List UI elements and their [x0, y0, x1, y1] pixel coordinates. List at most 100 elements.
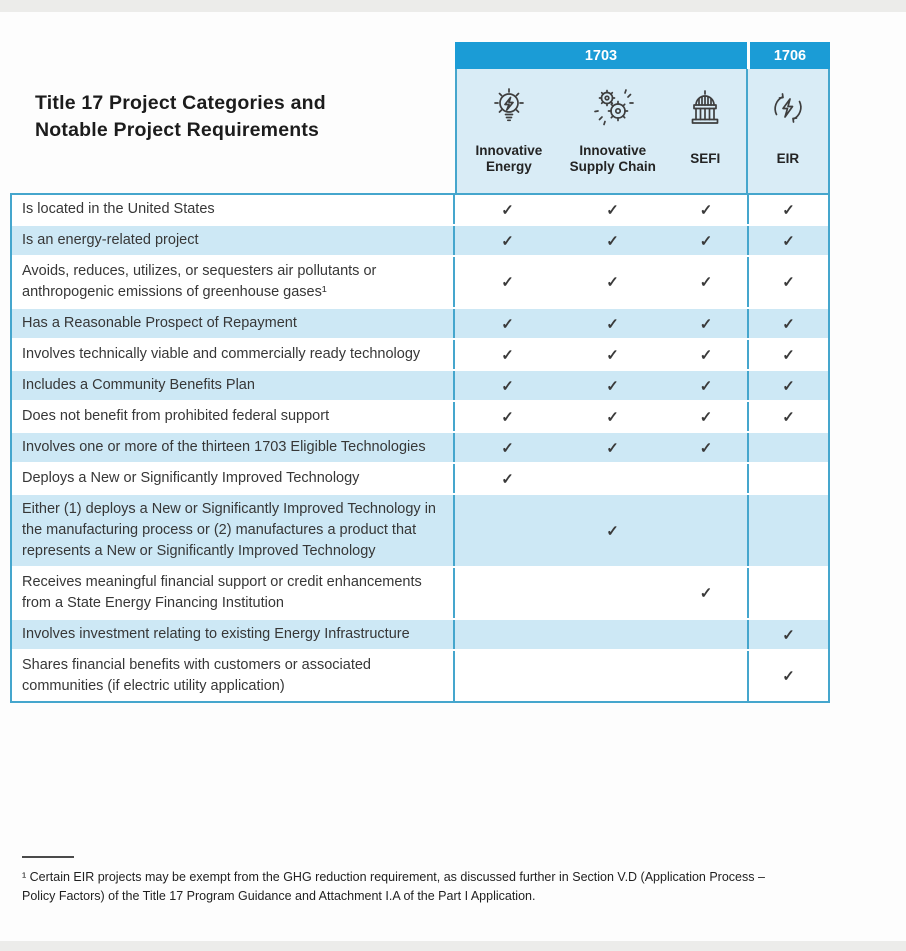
gears-icon [589, 79, 637, 137]
empty-cell [560, 651, 665, 701]
group-header-1703-label: 1703 [584, 47, 618, 64]
page-title-line2: Notable Project Requirements [35, 119, 320, 141]
requirement-label: Includes a Community Benefits Plan [12, 371, 455, 400]
table-row: Has a Reasonable Prospect of Repayment ✓ ✓… [12, 309, 828, 340]
table-row: Either (1) deploys a New or Significantl… [12, 495, 828, 568]
table-row: Does not benefit from prohibited federal… [12, 402, 828, 433]
checkmark: ✓ [606, 201, 619, 219]
table-row: Includes a Community Benefits Plan ✓ ✓ ✓ ✓ [12, 371, 828, 402]
checkmark: ✓ [606, 377, 619, 395]
group-header-1706: 1706 [750, 42, 830, 69]
checkmark: ✓ [699, 274, 713, 291]
checkmark: ✓ [747, 195, 828, 224]
table-row: Involves investment relating to existing… [12, 620, 828, 651]
requirement-label: Does not benefit from prohibited federal… [12, 402, 455, 431]
requirement-label: Shares financial benefits with customers… [12, 651, 455, 701]
empty-cell [747, 433, 828, 462]
empty-cell [560, 568, 665, 618]
column-label: Innovative Supply Chain [569, 143, 656, 174]
empty-cell [455, 651, 560, 701]
page-title: Title 17 Project Categories and Notable … [35, 90, 445, 144]
column-header-sefi: SEFI [665, 69, 746, 193]
requirement-label: Receives meaningful financial support or… [12, 568, 455, 618]
empty-cell [747, 568, 828, 618]
checkmark: ✓ [501, 439, 514, 457]
empty-cell [747, 464, 828, 493]
requirement-label: Either (1) deploys a New or Significantl… [12, 495, 455, 566]
table-row: Receives meaningful financial support or… [12, 568, 828, 620]
checkmark: ✓ [747, 402, 828, 431]
checkmark: ✓ [501, 274, 514, 291]
bottom-strip [0, 941, 906, 951]
requirement-label: Involves technically viable and commerci… [12, 340, 455, 369]
checkmark: ✓ [747, 620, 828, 649]
empty-cell [747, 495, 828, 566]
top-strip [0, 0, 906, 12]
checkmark: ✓ [747, 226, 828, 255]
checkmark: ✓ [501, 470, 514, 488]
table-row: Shares financial benefits with customers… [12, 651, 828, 701]
checkmark: ✓ [606, 439, 619, 457]
requirement-label: Involves investment relating to existing… [12, 620, 455, 649]
column-header-innovative-supply-chain: Innovative Supply Chain [561, 69, 665, 193]
empty-cell [665, 620, 747, 649]
column-label: Innovative Energy [475, 143, 543, 174]
checkmark: ✓ [699, 377, 713, 395]
table-row: Is an energy-related project ✓ ✓ ✓ ✓ [12, 226, 828, 257]
column-header-innovative-energy: Innovative Energy [457, 69, 561, 193]
empty-cell [455, 620, 560, 649]
checkmark: ✓ [699, 315, 713, 333]
empty-cell [455, 568, 560, 618]
checkmark: ✓ [747, 340, 828, 369]
checkmark: ✓ [606, 408, 619, 426]
table-row: Involves technically viable and commerci… [12, 340, 828, 371]
empty-cell [560, 464, 665, 493]
checkmark: ✓ [501, 232, 514, 250]
column-label: SEFI [690, 151, 721, 166]
checkmark: ✓ [699, 439, 713, 457]
group-header-1706-label: 1706 [773, 47, 807, 64]
requirement-label: Deploys a New or Significantly Improved … [12, 464, 455, 493]
checkmark: ✓ [501, 377, 514, 395]
checkmark: ✓ [606, 315, 619, 333]
empty-cell [455, 495, 560, 566]
column-label: EIR [776, 151, 800, 166]
checkmark: ✓ [501, 408, 514, 426]
requirement-label: Is located in the United States [12, 195, 455, 224]
footnote-rule [22, 856, 74, 858]
requirement-label: Is an energy-related project [12, 226, 455, 255]
table-body: Is located in the United States ✓ ✓ ✓ ✓ Is an… [10, 193, 830, 703]
checkmark: ✓ [606, 346, 619, 364]
checkmark: ✓ [699, 346, 713, 364]
checkmark: ✓ [699, 585, 713, 602]
requirement-label: Avoids, reduces, utilizes, or sequesters… [12, 257, 455, 307]
column-header-eir: EIR [745, 69, 828, 193]
checkmark: ✓ [747, 651, 828, 701]
table-row: Involves one or more of the thirteen 170… [12, 433, 828, 464]
checkmark: ✓ [606, 232, 619, 250]
checkmark: ✓ [501, 346, 514, 364]
checkmark: ✓ [606, 274, 619, 291]
checkmark: ✓ [699, 232, 713, 250]
empty-cell [665, 495, 747, 566]
checkmark: ✓ [747, 371, 828, 400]
capitol-building-icon [681, 79, 729, 137]
checkmark: ✓ [699, 408, 713, 426]
table-row: Is located in the United States ✓ ✓ ✓ ✓ [12, 195, 828, 226]
page-title-line1: Title 17 Project Categories and [35, 92, 326, 114]
checkmark: ✓ [699, 201, 713, 219]
table-row: Avoids, reduces, utilizes, or sequesters… [12, 257, 828, 309]
group-header-1703: 1703 [455, 42, 747, 69]
table-row: Deploys a New or Significantly Improved … [12, 464, 828, 495]
checkmark: ✓ [501, 201, 514, 219]
checkmark: ✓ [606, 522, 619, 540]
lightbulb-bolt-icon [485, 79, 533, 137]
requirement-label: Has a Reasonable Prospect of Repayment [12, 309, 455, 338]
empty-cell [560, 620, 665, 649]
checkmark: ✓ [501, 315, 514, 333]
column-header-row: Innovative Energy Innovative Supply Chai… [455, 69, 830, 193]
footnote-text: ¹ Certain EIR projects may be exempt fro… [22, 870, 765, 903]
empty-cell [665, 651, 747, 701]
empty-cell [665, 464, 747, 493]
